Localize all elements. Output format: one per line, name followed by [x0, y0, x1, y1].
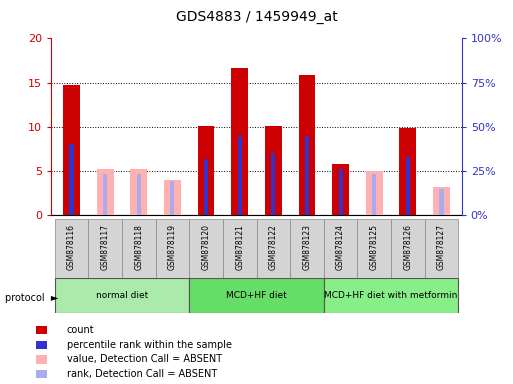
Bar — [189, 219, 223, 278]
Text: GSM878117: GSM878117 — [101, 223, 110, 270]
Bar — [265, 126, 282, 215]
Bar — [231, 68, 248, 215]
Bar — [130, 169, 147, 215]
Bar — [433, 187, 450, 215]
Bar — [391, 219, 425, 278]
Bar — [137, 174, 141, 215]
Text: value, Detection Call = ABSENT: value, Detection Call = ABSENT — [67, 354, 222, 364]
Bar — [332, 164, 349, 215]
Bar — [290, 219, 324, 278]
Text: GSM878123: GSM878123 — [303, 223, 311, 270]
Bar — [366, 171, 383, 215]
Text: protocol  ►: protocol ► — [5, 293, 58, 303]
Bar — [372, 174, 376, 215]
Text: normal diet: normal diet — [96, 291, 148, 300]
Text: count: count — [67, 325, 94, 335]
Bar — [238, 136, 242, 215]
Bar — [299, 76, 315, 215]
Bar — [198, 126, 214, 215]
Text: GDS4883 / 1459949_at: GDS4883 / 1459949_at — [175, 10, 338, 23]
Text: MCD+HF diet: MCD+HF diet — [226, 291, 287, 300]
Bar — [122, 219, 155, 278]
Bar — [189, 278, 324, 313]
Text: GSM878119: GSM878119 — [168, 223, 177, 270]
Text: MCD+HF diet with metformin: MCD+HF diet with metformin — [324, 291, 458, 300]
Text: GSM878122: GSM878122 — [269, 223, 278, 270]
Text: GSM878120: GSM878120 — [202, 223, 210, 270]
Bar — [440, 189, 444, 215]
Bar — [63, 85, 80, 215]
Bar — [324, 278, 458, 313]
Bar — [305, 136, 309, 215]
Bar — [69, 144, 73, 215]
Text: rank, Detection Call = ABSENT: rank, Detection Call = ABSENT — [67, 369, 217, 379]
Text: GSM878118: GSM878118 — [134, 223, 143, 270]
Text: GSM878126: GSM878126 — [403, 223, 412, 270]
Bar — [155, 219, 189, 278]
Bar — [55, 278, 189, 313]
Bar — [425, 219, 458, 278]
Bar — [164, 180, 181, 215]
Bar — [271, 153, 275, 215]
Text: percentile rank within the sample: percentile rank within the sample — [67, 340, 232, 350]
Bar — [55, 219, 88, 278]
Bar — [103, 174, 107, 215]
Bar — [400, 127, 416, 215]
Bar — [223, 219, 256, 278]
Bar — [256, 219, 290, 278]
Bar — [406, 157, 410, 215]
Bar — [324, 219, 358, 278]
Bar — [204, 159, 208, 215]
Bar — [97, 169, 113, 215]
Bar — [170, 182, 174, 215]
Bar — [358, 219, 391, 278]
Bar — [339, 169, 343, 215]
Bar — [88, 219, 122, 278]
Text: GSM878125: GSM878125 — [370, 223, 379, 270]
Text: GSM878116: GSM878116 — [67, 223, 76, 270]
Text: GSM878127: GSM878127 — [437, 223, 446, 270]
Text: GSM878121: GSM878121 — [235, 223, 244, 270]
Text: GSM878124: GSM878124 — [336, 223, 345, 270]
